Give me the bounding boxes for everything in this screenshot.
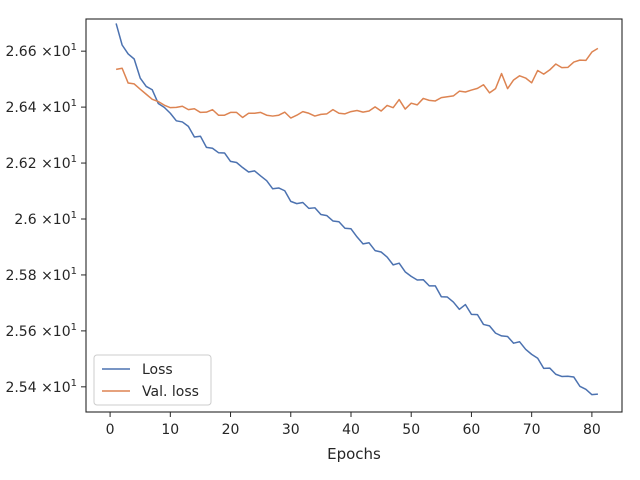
x-tick-label: 70	[523, 422, 541, 438]
x-tick-label: 30	[282, 422, 300, 438]
legend-label-loss: Loss	[142, 362, 173, 378]
x-tick-label: 10	[161, 422, 179, 438]
y-axis: 2.54 ×101 2.56 ×101 2.58 ×101 2.6 ×101 2.62 …	[5, 42, 86, 396]
y-tick-label: 2.56 ×101	[5, 322, 77, 340]
plot-frame	[85, 18, 623, 413]
x-axis-label: Epochs	[327, 445, 381, 463]
series-line-loss	[115, 23, 598, 396]
plot-area	[85, 18, 623, 413]
series-line-val-loss	[115, 47, 599, 119]
x-tick-label: 80	[583, 422, 601, 438]
x-tick-label: 20	[222, 422, 240, 438]
legend-frame	[93, 354, 212, 406]
legend-label-val-loss: Val. loss	[142, 384, 199, 400]
y-tick-label: 2.58 ×101	[5, 266, 77, 284]
x-tick-label: 50	[402, 422, 420, 438]
x-tick-label: 40	[342, 422, 360, 438]
x-tick-label: 0	[106, 422, 115, 438]
y-tick-label: 2.64 ×101	[5, 98, 77, 116]
y-tick-label: 2.62 ×101	[5, 154, 77, 172]
y-tick-label: 2.6 ×101	[14, 210, 77, 228]
y-tick-label: 2.54 ×101	[5, 378, 77, 396]
y-tick-label: 2.66 ×101	[5, 42, 77, 60]
x-axis: 0 10 20 30 40 50 60 70 80	[106, 412, 601, 438]
legend: Loss Val. loss	[93, 354, 212, 406]
x-tick-label: 60	[463, 422, 481, 438]
